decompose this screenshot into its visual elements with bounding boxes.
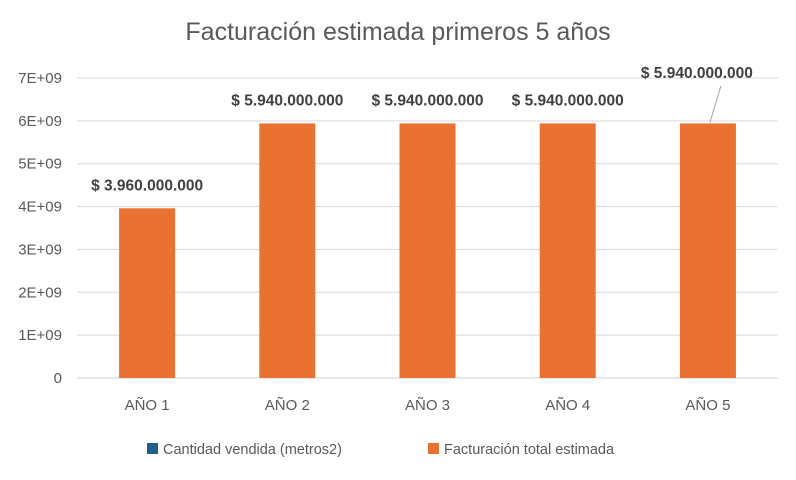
bar-facturacion xyxy=(119,208,176,378)
bar-facturacion xyxy=(679,123,736,378)
data-label: $ 5.940.000.000 xyxy=(512,92,624,109)
data-label: $ 5.940.000.000 xyxy=(641,65,753,82)
legend-swatch-cantidad xyxy=(147,443,158,454)
y-tick-label: 0 xyxy=(54,370,62,387)
chart-title: Facturación estimada primeros 5 años xyxy=(185,18,610,46)
x-tick-label: AÑO 5 xyxy=(685,397,730,414)
y-tick-label: 1E+09 xyxy=(18,327,62,344)
legend-label-cantidad: Cantidad vendida (metros2) xyxy=(163,442,342,458)
data-label: $ 3.960.000.000 xyxy=(91,177,203,194)
x-tick-label: AÑO 4 xyxy=(545,397,590,414)
bar-facturacion xyxy=(399,123,456,378)
x-tick-label: AÑO 2 xyxy=(265,397,310,414)
y-tick-label: 6E+09 xyxy=(18,113,62,130)
y-tick-label: 3E+09 xyxy=(18,241,62,258)
y-tick-label: 7E+09 xyxy=(18,70,62,87)
legend-label-facturacion: Facturación total estimada xyxy=(444,442,615,458)
x-tick-label: AÑO 3 xyxy=(405,397,450,414)
bar-facturacion xyxy=(259,123,316,378)
legend: Cantidad vendida (metros2) Facturación t… xyxy=(147,442,615,458)
data-label: $ 5.940.000.000 xyxy=(371,92,483,109)
y-tick-label: 4E+09 xyxy=(18,199,62,216)
y-tick-label: 2E+09 xyxy=(18,284,62,301)
y-tick-label: 5E+09 xyxy=(18,156,62,173)
data-label: $ 5.940.000.000 xyxy=(231,92,343,109)
legend-swatch-facturacion xyxy=(428,443,439,454)
leader-line xyxy=(709,85,722,123)
x-tick-label: AÑO 1 xyxy=(125,397,170,414)
bar-facturacion xyxy=(539,123,596,378)
